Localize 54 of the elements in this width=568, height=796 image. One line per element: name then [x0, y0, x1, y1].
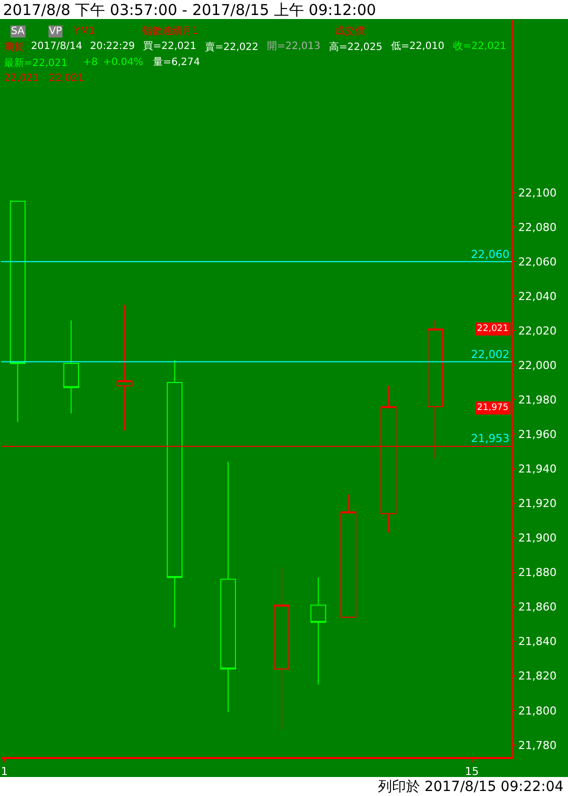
- annotation: 收=22,021: [453, 41, 506, 52]
- annotation: 量=6,274: [153, 57, 200, 68]
- y-tick-label: 21,920: [518, 497, 557, 510]
- annotation: 21,975: [477, 403, 508, 413]
- y-tick-label: 21,900: [518, 532, 557, 545]
- candlestick: [166, 360, 183, 628]
- y-tick-label: 22,080: [518, 220, 557, 234]
- y-tick-label: 21,980: [518, 394, 557, 407]
- annotation: 買=22,021: [143, 41, 196, 52]
- y-tick-label: 21,800: [518, 704, 557, 718]
- y-tick-label: 21,960: [518, 428, 557, 442]
- annotation: 22,021: [4, 73, 39, 84]
- y-tick-label: 22,000: [518, 359, 557, 372]
- ref-line-label: 21,953: [471, 432, 510, 445]
- annotation: YM1: [73, 26, 96, 37]
- annotation: 低=22,010: [391, 41, 444, 52]
- annotation: 指數連續月1: [141, 25, 198, 37]
- candlestick: [274, 566, 290, 730]
- annotation: +0.04%: [103, 57, 144, 68]
- annotation: 20:22:29: [90, 41, 135, 52]
- annotation: 賣=22,022: [205, 41, 258, 53]
- annotation: +8: [83, 57, 98, 68]
- y-tick-label: 21,820: [518, 670, 557, 683]
- annotation: 開=22,013: [267, 41, 320, 52]
- annotation: 22,021: [49, 73, 84, 84]
- y-tick-label: 21,880: [518, 566, 557, 580]
- y-tick-label: 21,940: [518, 462, 557, 476]
- annotation: 高=22,025: [329, 41, 382, 53]
- ref-line-label: 22,060: [471, 248, 510, 261]
- annotation: 最新=22,021: [4, 57, 68, 69]
- candlestick: [63, 320, 79, 414]
- y-tick-label: 22,060: [518, 255, 557, 268]
- annotation: 22,021: [477, 324, 508, 334]
- y-tick-label: 21,780: [518, 738, 557, 752]
- y-tick-label: 22,100: [518, 186, 557, 200]
- annotation: 期貨: [4, 41, 24, 53]
- candlestick: [116, 304, 132, 432]
- y-tick-label: 21,860: [518, 600, 557, 614]
- x-tick-label: 15: [464, 765, 479, 778]
- candlestick: [220, 461, 236, 713]
- text: 列印於 2017/8/15 09:22:04: [378, 779, 564, 795]
- candlestick: [310, 577, 326, 686]
- ref-line-label: 22,002: [471, 348, 510, 361]
- annotation: VP: [49, 26, 62, 37]
- candlestick: [340, 494, 356, 618]
- annotation: SA: [11, 26, 25, 37]
- candlestick: [10, 200, 26, 423]
- annotation: 2017/8/14: [31, 41, 82, 52]
- annotation: 成交價: [335, 25, 365, 37]
- y-tick-label: 21,840: [518, 635, 557, 648]
- y-tick-label: 22,040: [518, 290, 557, 304]
- chart-title: 2017/8/8 下午 03:57:00 - 2017/8/15 上午 09:12:00: [3, 1, 376, 19]
- y-tick-label: 22,020: [518, 324, 557, 338]
- x-tick-label: 1: [0, 765, 8, 778]
